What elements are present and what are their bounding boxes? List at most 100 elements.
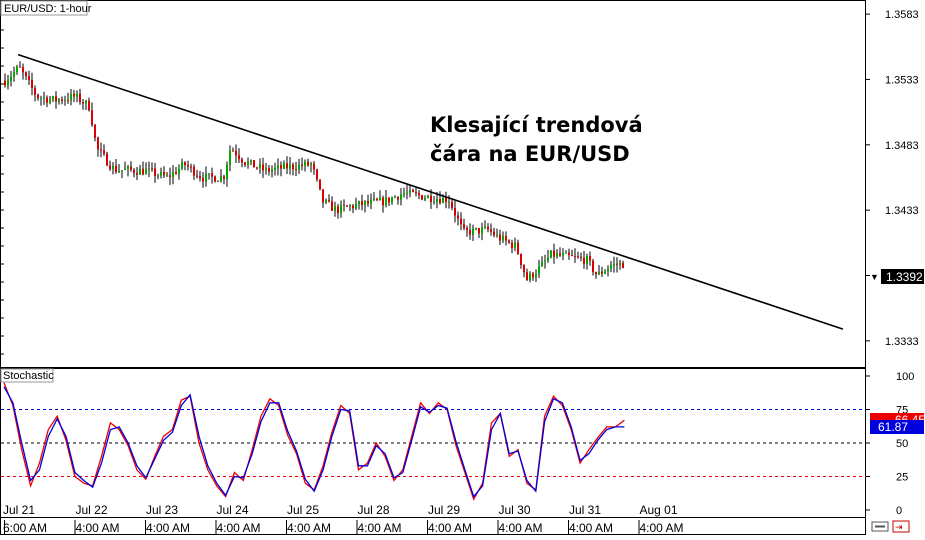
candle-down xyxy=(439,199,441,203)
candle-down xyxy=(187,165,189,167)
candle-down xyxy=(487,227,489,230)
candle-down xyxy=(469,230,471,235)
time-label: 4:00 AM xyxy=(76,521,120,535)
candle-down xyxy=(346,206,348,207)
time-label: 4:00 AM xyxy=(499,521,543,535)
candle-up xyxy=(424,198,426,200)
price-tick-label: 1.3533 xyxy=(885,74,919,86)
candle-down xyxy=(517,243,519,254)
candle-up xyxy=(148,168,150,169)
candle-up xyxy=(619,263,621,265)
candle-up xyxy=(274,168,276,170)
candle-down xyxy=(46,98,48,103)
candle-down xyxy=(286,163,288,168)
candle-down xyxy=(235,151,237,156)
candle-down xyxy=(376,199,378,200)
candle-down xyxy=(382,198,384,206)
candle-down xyxy=(244,162,246,164)
candle-down xyxy=(190,167,192,168)
candle-down xyxy=(322,189,324,202)
candle-down xyxy=(454,208,456,216)
candle-down xyxy=(4,81,6,86)
candle-up xyxy=(427,196,429,198)
time-label: 4:00 AM xyxy=(640,521,684,535)
candle-up xyxy=(556,253,558,256)
candle-down xyxy=(175,172,177,174)
candle-up xyxy=(502,236,504,241)
candle-down xyxy=(19,67,21,68)
candle-up xyxy=(16,67,18,72)
stoch-tick-label: 50 xyxy=(896,438,908,450)
candle-down xyxy=(490,229,492,231)
candle-up xyxy=(229,151,231,165)
candle-up xyxy=(349,206,351,207)
candle-down xyxy=(568,253,570,255)
candle-up xyxy=(178,169,180,174)
candle-down xyxy=(196,176,198,177)
candle-down xyxy=(574,256,576,257)
candle-down xyxy=(505,236,507,241)
candle-up xyxy=(529,273,531,280)
candle-down xyxy=(361,201,363,205)
candle-up xyxy=(586,256,588,264)
candle-up xyxy=(10,77,12,81)
candle-down xyxy=(412,190,414,192)
candle-up xyxy=(277,165,279,168)
candle-up xyxy=(391,198,393,203)
candle-up xyxy=(145,169,147,174)
candle-down xyxy=(268,168,270,172)
date-label: Jul 25 xyxy=(287,503,319,517)
date-label: Jul 23 xyxy=(146,503,178,517)
candle-up xyxy=(265,168,267,170)
candle-down xyxy=(79,94,81,103)
stoch-tick-label: 100 xyxy=(896,371,914,383)
candle-down xyxy=(463,224,465,228)
candle-up xyxy=(406,193,408,194)
candle-down xyxy=(622,263,624,268)
candle-down xyxy=(553,250,555,256)
candle-down xyxy=(397,197,399,200)
candle-down xyxy=(163,172,165,175)
candle-down xyxy=(100,149,102,150)
date-label: Jul 29 xyxy=(428,503,460,517)
candle-up xyxy=(298,164,300,169)
candle-down xyxy=(319,179,321,189)
candle-down xyxy=(532,273,534,277)
candle-up xyxy=(139,169,141,175)
candle-down xyxy=(169,175,171,177)
candle-down xyxy=(526,272,528,280)
candle-down xyxy=(580,257,582,258)
candle-down xyxy=(457,216,459,219)
annotation-line-2: čára na EUR/USD xyxy=(430,142,630,166)
time-label: 4:00 AM xyxy=(287,521,331,535)
candle-up xyxy=(535,274,537,277)
candle-up xyxy=(547,258,549,261)
time-label: 6:00 AM xyxy=(3,521,47,535)
candle-down xyxy=(199,176,201,178)
price-panel[interactable] xyxy=(1,1,866,368)
candle-down xyxy=(559,253,561,255)
candle-up xyxy=(334,206,336,210)
candle-up xyxy=(364,201,366,205)
candle-down xyxy=(301,164,303,165)
candle-up xyxy=(544,261,546,262)
candle-down xyxy=(352,206,354,209)
candle-up xyxy=(340,205,342,213)
candle-down xyxy=(478,228,480,233)
candle-down xyxy=(520,254,522,265)
candle-down xyxy=(34,88,36,95)
candle-down xyxy=(313,164,315,170)
candle-down xyxy=(256,167,258,168)
candle-up xyxy=(247,162,249,165)
candle-down xyxy=(367,201,369,203)
candle-up xyxy=(250,160,252,162)
candle-down xyxy=(22,67,24,72)
price-tick-label: 1.3333 xyxy=(885,336,919,348)
candle-down xyxy=(307,162,309,166)
candle-up xyxy=(403,193,405,194)
stoch-tick-label: 25 xyxy=(896,472,908,484)
candle-down xyxy=(595,272,597,274)
date-label: Jul 30 xyxy=(499,503,531,517)
candle-up xyxy=(112,166,114,169)
candle-down xyxy=(601,272,603,274)
